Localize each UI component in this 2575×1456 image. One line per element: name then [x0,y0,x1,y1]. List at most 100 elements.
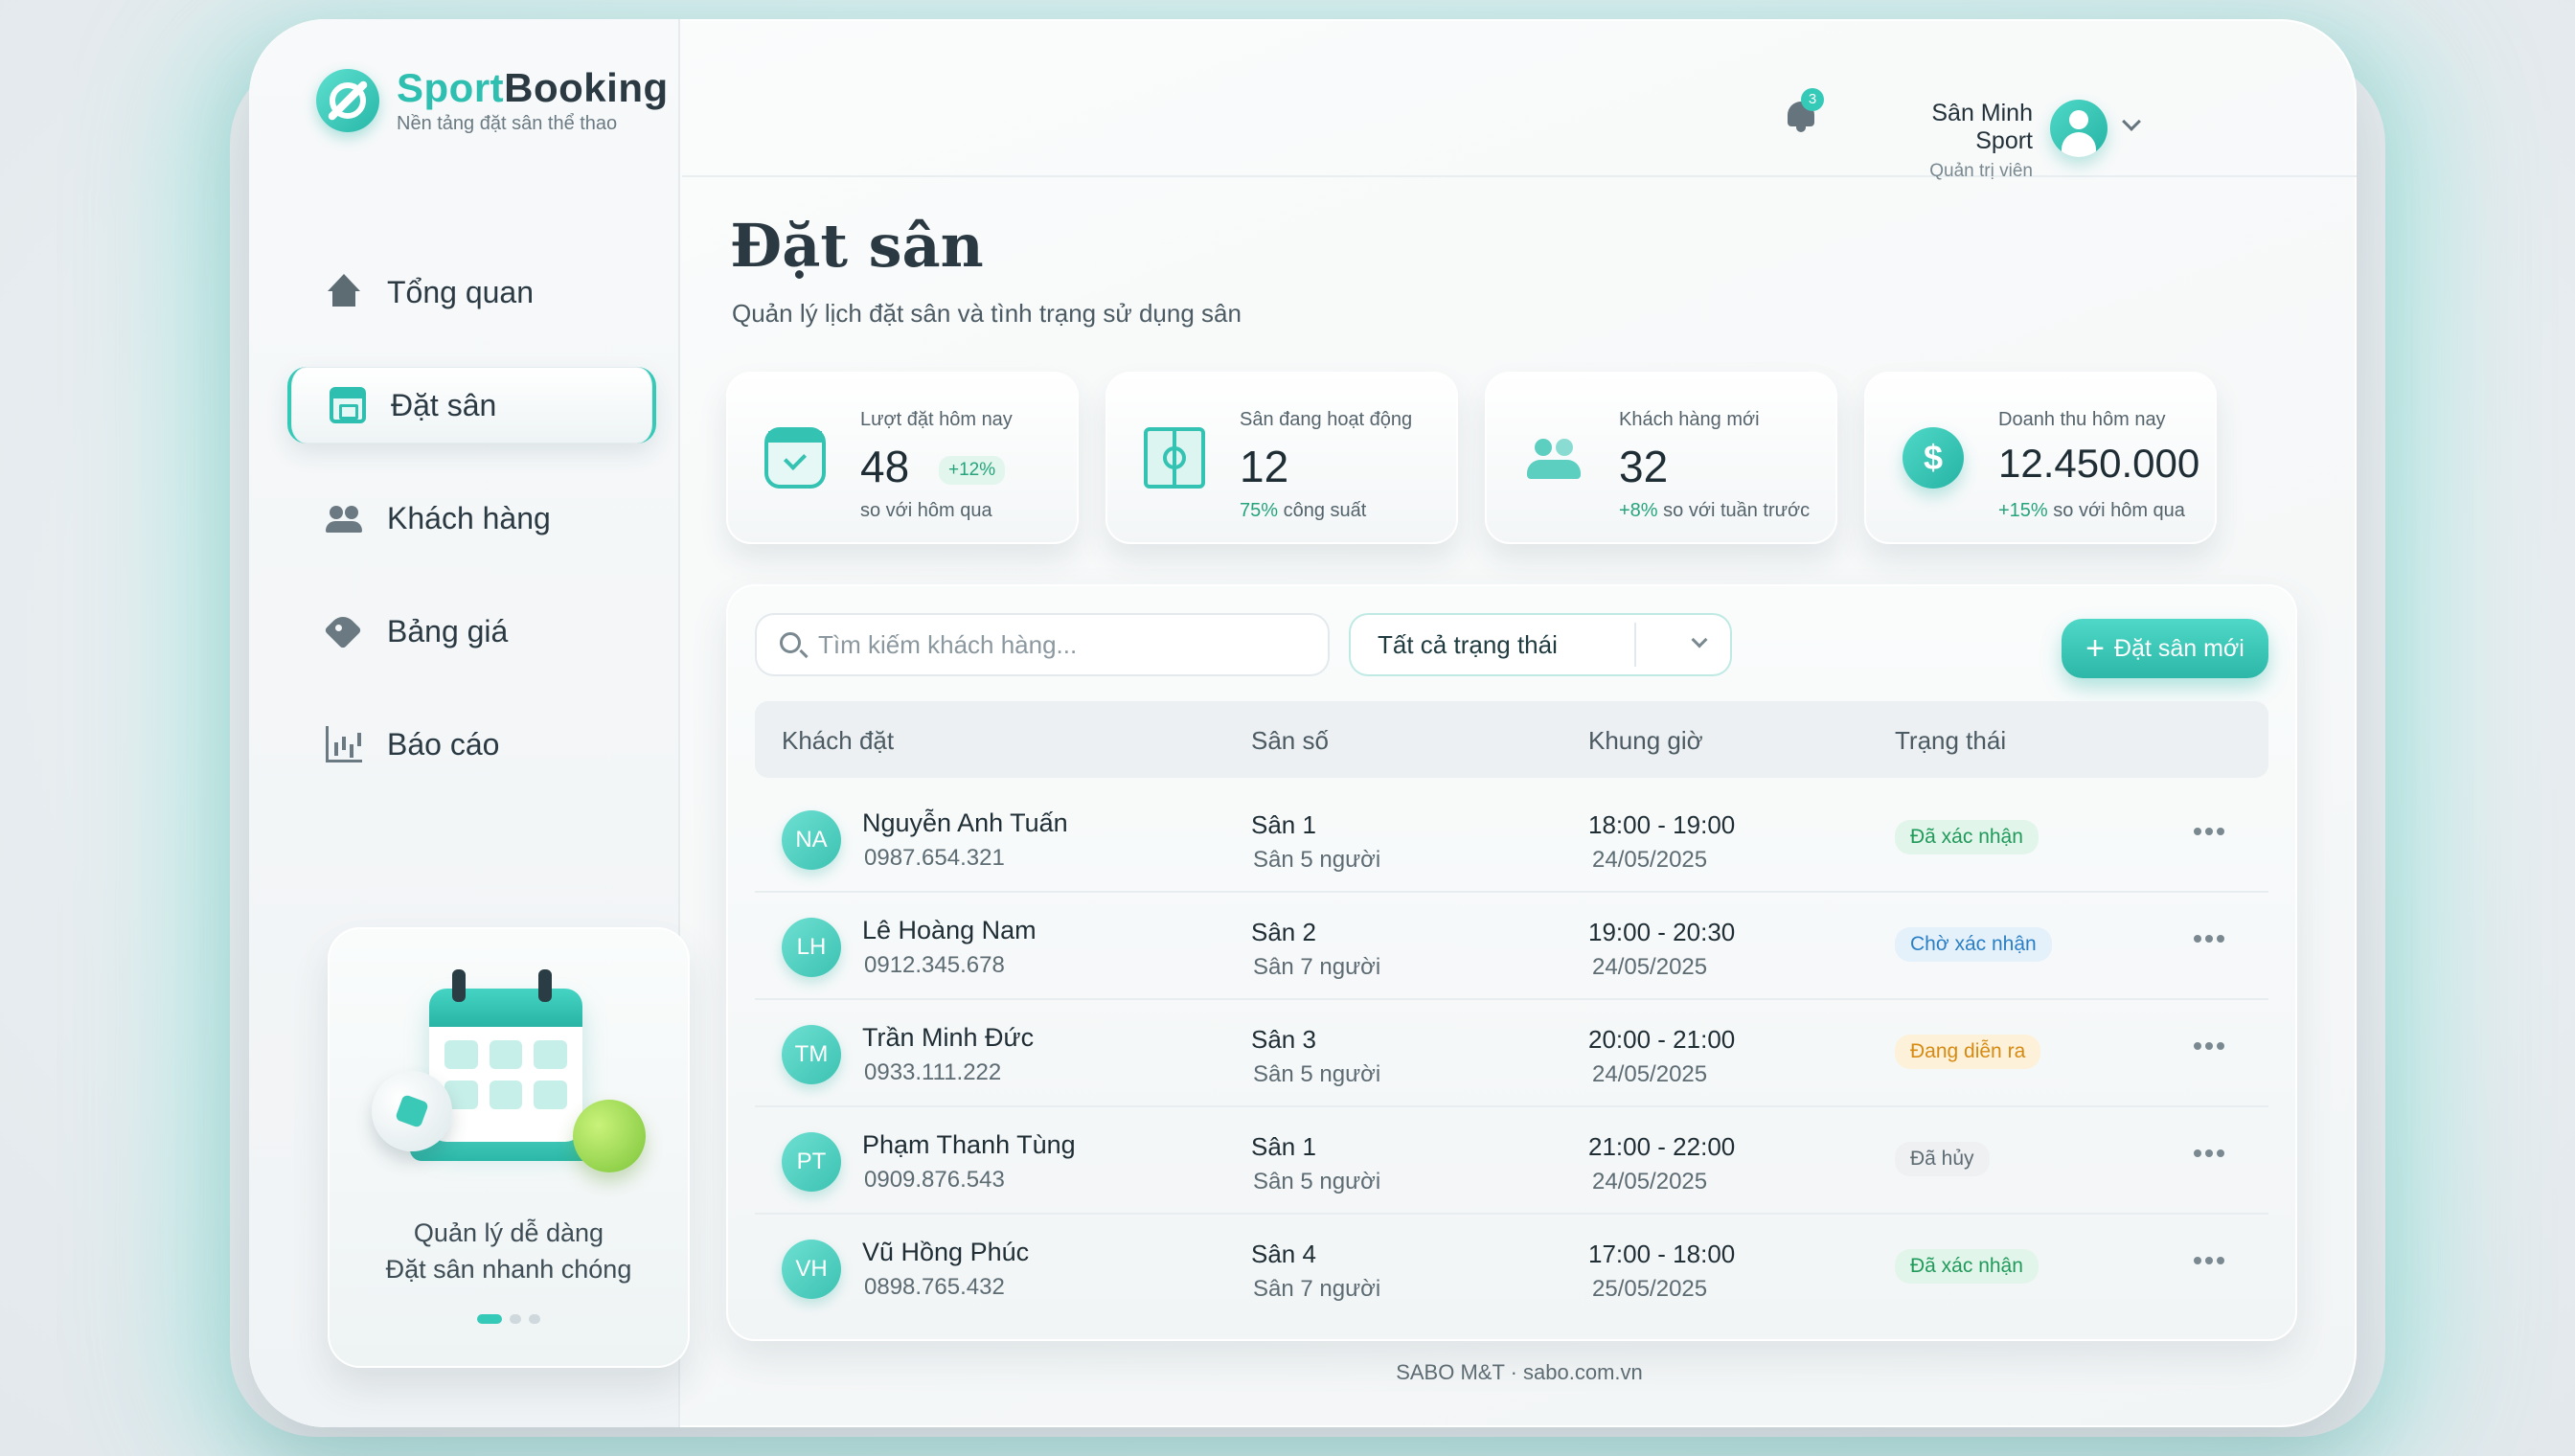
court-capacity: Sân 5 người [1253,1169,1381,1194]
status-badge: Đang diễn ra [1895,1035,2041,1069]
user-info[interactable]: Sân Minh Sport Quản trị viên [1870,100,2033,182]
stat-card-new-customers: Khách hàng mới 32 +8% so với tuần trước [1485,372,1837,544]
promo-calendar-icon [429,989,582,1142]
booking-date: 24/05/2025 [1592,954,1708,980]
table-row[interactable]: VH Vũ Hồng Phúc 0898.765.432 Sân 4 Sân 7… [755,1215,2268,1322]
more-options-icon[interactable] [2192,1149,2230,1159]
customer-phone: 0912.345.678 [864,952,1005,978]
more-options-icon[interactable] [2192,828,2230,837]
page-title: Đặt sân [730,211,984,281]
search-input[interactable]: Tìm kiếm khách hàng... [755,613,1330,676]
column-header-status[interactable]: Trạng thái [1895,726,2007,755]
status-filter-select[interactable]: Tất cả trạng thái [1349,613,1732,676]
status-filter-value: Tất cả trạng thái [1378,630,1558,659]
table-row[interactable]: PT Phạm Thanh Tùng 0909.876.543 Sân 1 Sâ… [755,1107,2268,1215]
table-row[interactable]: NA Nguyễn Anh Tuấn 0987.654.321 Sân 1 Sâ… [755,785,2268,893]
table-header: Khách đặt Sân số Khung giờ Trạng thái [755,701,2268,778]
more-options-icon[interactable] [2192,1257,2230,1266]
avatar: TM [782,1025,841,1084]
more-options-icon[interactable] [2192,1042,2230,1052]
main-content: 3 Sân Minh Sport Quản trị viên Đặt sân Q… [682,19,2357,1427]
stat-value: 12 [1240,442,1289,491]
booking-date: 24/05/2025 [1592,847,1708,873]
court-number: Sân 2 [1251,918,1316,946]
court-number: Sân 4 [1251,1240,1316,1268]
booking-date: 24/05/2025 [1592,1169,1708,1194]
bell-icon[interactable] [1784,96,1818,132]
stat-card-active-courts: Sân đang hoạt động 12 75% công suất [1105,372,1458,544]
carousel-dot[interactable] [510,1314,521,1324]
customer-name: Trần Minh Đức [862,1023,1035,1052]
customer-phone: 0933.111.222 [864,1059,1002,1085]
column-header-customer[interactable]: Khách đặt [782,726,895,755]
user-avatar-icon[interactable] [2050,100,2108,157]
sidebar-item-booking[interactable]: Đặt sân [287,367,656,444]
sidebar-item-customers[interactable]: Khách hàng [287,480,656,557]
sidebar-item-label: Bảng giá [387,613,509,648]
sidebar-item-label: Tổng quan [387,274,535,309]
sidebar-item-overview[interactable]: Tổng quan [287,254,656,330]
stat-label: Sân đang hoạt động [1240,409,1413,430]
logo[interactable]: SportBooking Nền tảng đặt sân thể thao [316,65,669,135]
time-slot: 20:00 - 21:00 [1588,1025,1736,1054]
new-booking-button[interactable]: + Đặt sân mới [2062,619,2268,678]
carousel-dot[interactable] [529,1314,540,1324]
sidebar-nav: Tổng quan Đặt sân Khách hàng Bảng giá Bá… [287,254,656,819]
stat-card-revenue: $ Doanh thu hôm nay 12.450.000 +15% so v… [1864,372,2217,544]
soccer-ball-icon [372,1071,452,1151]
avatar: LH [782,918,841,977]
stat-card-bookings: Lượt đặt hôm nay 48 +12% so với hôm qua [726,372,1079,544]
search-icon [780,632,801,653]
sidebar-item-reports[interactable]: Báo cáo [287,706,656,783]
customer-phone: 0909.876.543 [864,1167,1005,1193]
stat-label: Khách hàng mới [1619,409,1760,430]
carousel-dots[interactable] [328,1314,690,1324]
stat-foot: +8% so với tuần trước [1619,500,1811,521]
tag-icon [326,613,362,649]
bookings-panel: Tìm kiếm khách hàng... Tất cả trạng thái… [726,584,2297,1341]
carousel-dot[interactable] [477,1314,502,1324]
more-options-icon[interactable] [2192,935,2230,944]
customer-name: Lê Hoàng Nam [862,916,1037,944]
table-row[interactable]: TM Trần Minh Đức 0933.111.222 Sân 3 Sân … [755,1000,2268,1107]
customer-name: Phạm Thanh Tùng [862,1130,1076,1159]
stat-foot: +15% so với hôm qua [1998,500,2185,521]
customer-phone: 0987.654.321 [864,845,1005,871]
stat-delta: +12% [939,456,1006,485]
notification-badge: 3 [1801,88,1824,111]
column-header-time[interactable]: Khung giờ [1588,726,1703,755]
chart-icon [326,726,362,762]
court-capacity: Sân 7 người [1253,1276,1381,1302]
topbar: 3 Sân Minh Sport Quản trị viên [682,19,2357,181]
users-icon [326,500,362,536]
users-icon [1523,427,1584,489]
stat-label: Lượt đặt hôm nay [860,409,1013,430]
table-row[interactable]: LH Lê Hoàng Nam 0912.345.678 Sân 2 Sân 7… [755,893,2268,1000]
calendar-ring-icon [452,969,466,1002]
booking-date: 25/05/2025 [1592,1276,1708,1302]
sidebar-item-label: Báo cáo [387,726,500,762]
stat-value: 12.450.000 [1998,441,2200,486]
status-badge: Chờ xác nhận [1895,927,2052,962]
column-header-court[interactable]: Sân số [1251,726,1329,755]
time-slot: 19:00 - 20:30 [1588,918,1736,946]
sidebar-item-label: Đặt sân [391,387,497,422]
court-number: Sân 3 [1251,1025,1316,1054]
sidebar-item-pricing[interactable]: Bảng giá [287,593,656,670]
chevron-down-icon[interactable] [2122,112,2141,131]
customer-name: Vũ Hồng Phúc [862,1238,1030,1266]
status-badge: Đã xác nhận [1895,1249,2039,1284]
page-subtitle: Quản lý lịch đặt sân và tình trạng sử dụ… [732,299,1242,328]
footer-credit: SABO M&T · sabo.com.vn [1396,1360,1643,1384]
search-placeholder: Tìm kiếm khách hàng... [818,629,1078,659]
court-capacity: Sân 5 người [1253,1061,1381,1087]
court-capacity: Sân 7 người [1253,954,1381,980]
status-badge: Đã xác nhận [1895,820,2039,854]
promo-text: Quản lý dễ dàng Đặt sân nhanh chóng [385,1218,632,1284]
sidebar-item-label: Khách hàng [387,500,551,535]
stat-label: Doanh thu hôm nay [1998,409,2166,430]
plus-icon: + [2085,630,2105,667]
avatar: VH [782,1240,841,1299]
app-window: SportBooking Nền tảng đặt sân thể thao T… [249,19,2357,1427]
court-number: Sân 1 [1251,1132,1316,1161]
